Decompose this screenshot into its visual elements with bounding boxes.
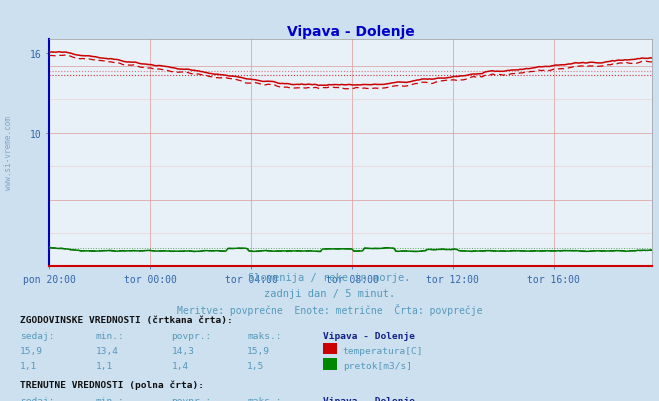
Text: min.:: min.:: [96, 331, 125, 340]
Text: 1,1: 1,1: [20, 362, 37, 371]
Text: sedaj:: sedaj:: [20, 395, 54, 401]
Text: pretok[m3/s]: pretok[m3/s]: [343, 362, 412, 371]
Text: maks.:: maks.:: [247, 395, 281, 401]
Text: Slovenija / reke in morje.: Slovenija / reke in morje.: [248, 273, 411, 283]
Text: 1,4: 1,4: [171, 362, 188, 371]
Text: 15,9: 15,9: [20, 346, 43, 355]
Text: Vipava - Dolenje: Vipava - Dolenje: [323, 395, 415, 401]
Text: min.:: min.:: [96, 395, 125, 401]
Text: TRENUTNE VREDNOSTI (polna črta):: TRENUTNE VREDNOSTI (polna črta):: [20, 379, 204, 389]
Text: 13,4: 13,4: [96, 346, 119, 355]
Text: povpr.:: povpr.:: [171, 331, 212, 340]
Text: povpr.:: povpr.:: [171, 395, 212, 401]
Text: zadnji dan / 5 minut.: zadnji dan / 5 minut.: [264, 289, 395, 299]
Text: sedaj:: sedaj:: [20, 331, 54, 340]
Text: Vipava - Dolenje: Vipava - Dolenje: [323, 331, 415, 340]
Text: 1,5: 1,5: [247, 362, 264, 371]
Text: temperatura[C]: temperatura[C]: [343, 346, 423, 355]
Text: 1,1: 1,1: [96, 362, 113, 371]
Text: ZGODOVINSKE VREDNOSTI (črtkana črta):: ZGODOVINSKE VREDNOSTI (črtkana črta):: [20, 315, 233, 324]
Text: www.si-vreme.com: www.si-vreme.com: [4, 115, 13, 189]
Text: maks.:: maks.:: [247, 331, 281, 340]
Text: 14,3: 14,3: [171, 346, 194, 355]
Title: Vipava - Dolenje: Vipava - Dolenje: [287, 25, 415, 39]
Text: 15,9: 15,9: [247, 346, 270, 355]
Text: Meritve: povprečne  Enote: metrične  Črta: povprečje: Meritve: povprečne Enote: metrične Črta:…: [177, 303, 482, 315]
